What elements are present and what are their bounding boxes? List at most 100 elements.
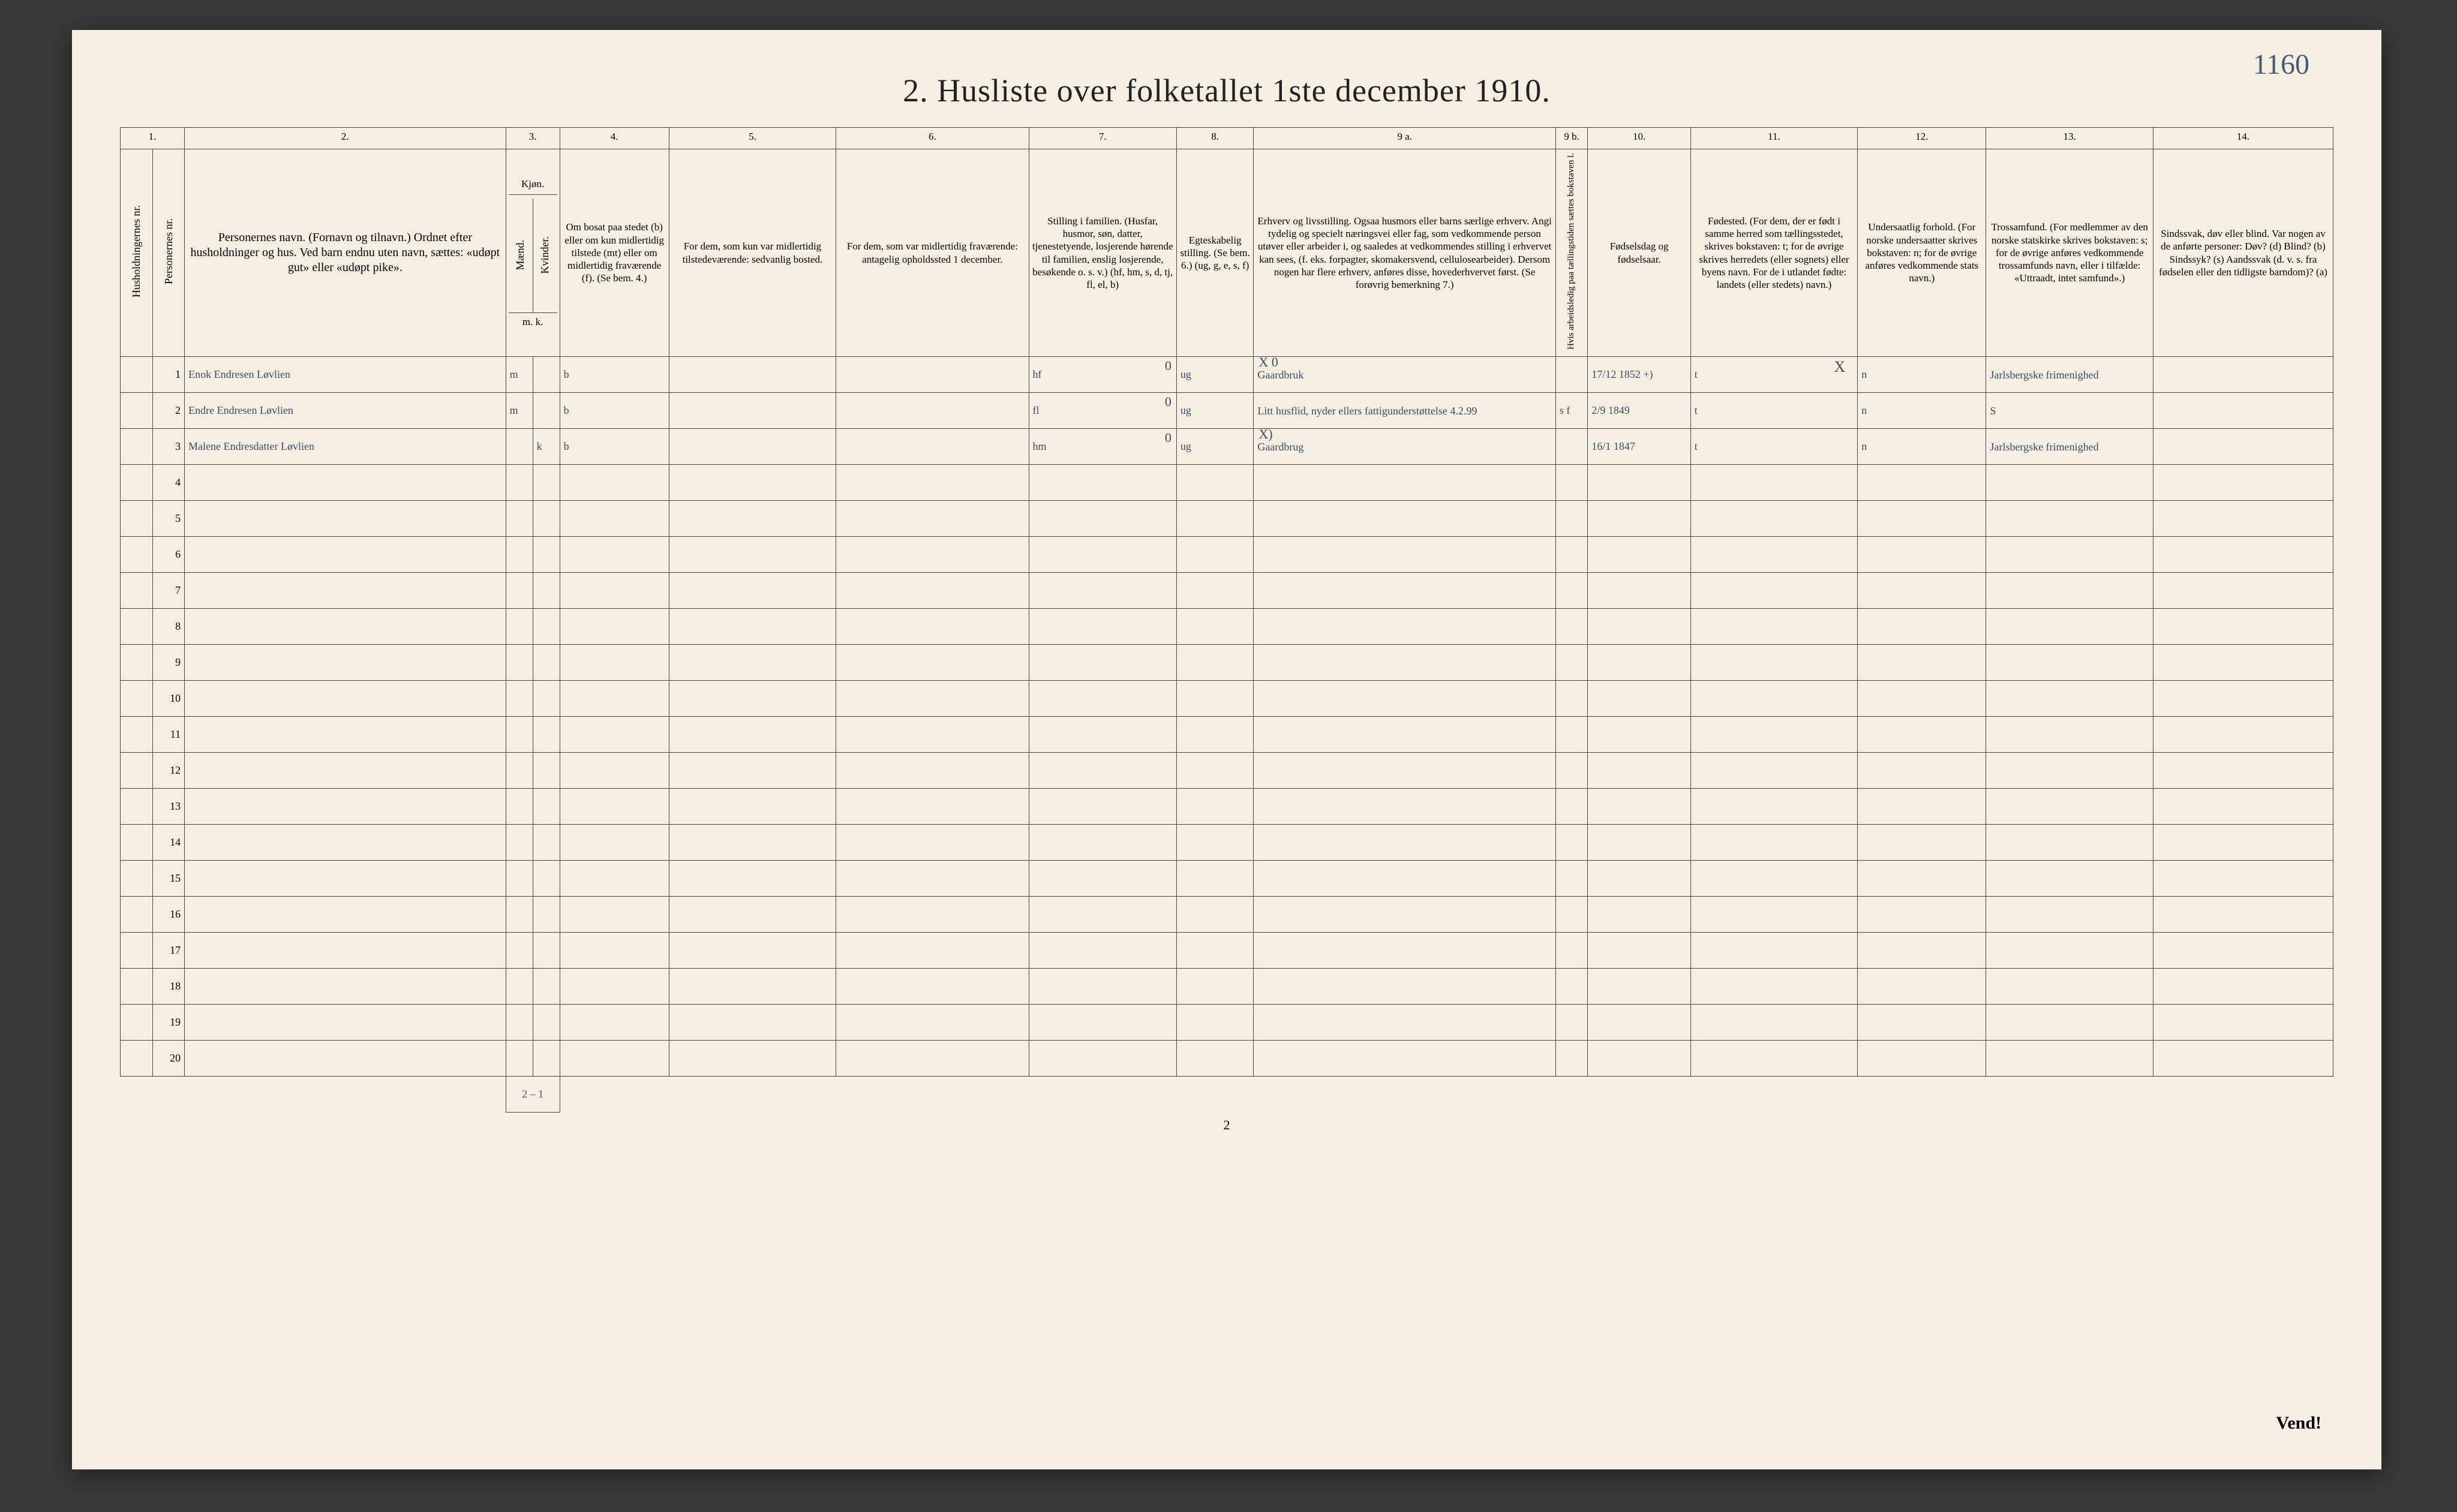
- cell-birthplace: t: [1690, 429, 1857, 465]
- cell-occupation: [1254, 537, 1555, 573]
- table-row: 20: [121, 1041, 2333, 1077]
- cell-name: Endre Endresen Løvlien: [185, 393, 506, 429]
- cell-name: [185, 645, 506, 681]
- cell-unemployed: [1555, 573, 1588, 609]
- cell-family-position: hf0: [1029, 357, 1176, 393]
- cell-family-position: [1029, 465, 1176, 501]
- cell-occupation: [1254, 969, 1555, 1005]
- cell-name: [185, 537, 506, 573]
- cell-person-nr: 3: [152, 429, 185, 465]
- cell-marital: [1176, 861, 1254, 897]
- col-num: 12.: [1858, 128, 1986, 149]
- cell-disability: [2153, 681, 2333, 717]
- column-header-row: Husholdningernes nr. Personernes nr. Per…: [121, 149, 2333, 357]
- cell-religion: [1986, 1041, 2153, 1077]
- cell-household-nr: [121, 897, 153, 933]
- cell-person-nr: 18: [152, 969, 185, 1005]
- cell-temp-absent: [836, 681, 1029, 717]
- cell-unemployed: [1555, 861, 1588, 897]
- cell-religion: [1986, 465, 2153, 501]
- cell-birthdate: [1588, 897, 1690, 933]
- cell-temp-present: [669, 789, 836, 825]
- cell-birthdate: [1588, 825, 1690, 861]
- cell-disability: [2153, 501, 2333, 537]
- cell-marital: [1176, 465, 1254, 501]
- cell-occupation: [1254, 465, 1555, 501]
- header-birthdate: Fødselsdag og fødselsaar.: [1588, 149, 1690, 357]
- col-num: 4.: [560, 128, 669, 149]
- table-row: 13: [121, 789, 2333, 825]
- cell-occupation: [1254, 717, 1555, 753]
- cell-sex-m: m: [506, 357, 533, 393]
- cell-name: [185, 969, 506, 1005]
- cell-citizenship: [1858, 789, 1986, 825]
- cell-birthplace: [1690, 969, 1857, 1005]
- cell-temp-present: [669, 933, 836, 969]
- cell-temp-present: [669, 825, 836, 861]
- cell-person-nr: 17: [152, 933, 185, 969]
- cell-person-nr: 6: [152, 537, 185, 573]
- cell-temp-absent: [836, 933, 1029, 969]
- cell-person-nr: 11: [152, 717, 185, 753]
- cell-temp-absent: [836, 573, 1029, 609]
- cell-birthplace: [1690, 573, 1857, 609]
- cell-disability: [2153, 717, 2333, 753]
- cell-religion: [1986, 717, 2153, 753]
- cell-occupation: [1254, 501, 1555, 537]
- table-row: 5: [121, 501, 2333, 537]
- cell-sex-k: [533, 753, 560, 789]
- table-header: 1. 2. 3. 4. 5. 6. 7. 8. 9 a. 9 b. 10. 11…: [121, 128, 2333, 357]
- cell-occupation: [1254, 1041, 1555, 1077]
- cell-family-position: [1029, 861, 1176, 897]
- header-name: Personernes navn. (Fornavn og tilnavn.) …: [185, 149, 506, 357]
- cell-sex-m: [506, 897, 533, 933]
- cell-family-position: hm0: [1029, 429, 1176, 465]
- cell-sex-m: [506, 1005, 533, 1041]
- cell-occupation: [1254, 897, 1555, 933]
- cell-temp-absent: [836, 897, 1029, 933]
- cell-family-position: [1029, 933, 1176, 969]
- cell-religion: S: [1986, 393, 2153, 429]
- cell-religion: [1986, 861, 2153, 897]
- cell-citizenship: n: [1858, 429, 1986, 465]
- cell-birthplace: [1690, 465, 1857, 501]
- cell-religion: [1986, 825, 2153, 861]
- cell-household-nr: [121, 393, 153, 429]
- cell-name: [185, 465, 506, 501]
- col-num: 7.: [1029, 128, 1176, 149]
- cell-disability: [2153, 609, 2333, 645]
- cell-temp-absent: [836, 393, 1029, 429]
- census-page: 1160 2. Husliste over folketallet 1ste d…: [72, 30, 2381, 1469]
- cell-citizenship: [1858, 1041, 1986, 1077]
- cell-disability: [2153, 357, 2333, 393]
- cell-sex-m: [506, 717, 533, 753]
- header-unemployed: Hvis arbeidsledig paa tællingstiden sætt…: [1555, 149, 1588, 357]
- cell-name: [185, 897, 506, 933]
- header-temp-present: For dem, som kun var midlertidig tilsted…: [669, 149, 836, 357]
- cell-marital: [1176, 897, 1254, 933]
- cell-name: [185, 825, 506, 861]
- cell-unemployed: [1555, 1041, 1588, 1077]
- header-household-nr: Husholdningernes nr.: [121, 149, 153, 357]
- header-religion: Trossamfund. (For medlemmer av den norsk…: [1986, 149, 2153, 357]
- cell-religion: [1986, 645, 2153, 681]
- cell-birthplace: tX: [1690, 357, 1857, 393]
- cell-disability: [2153, 897, 2333, 933]
- cell-sex-m: [506, 825, 533, 861]
- column-number-row: 1. 2. 3. 4. 5. 6. 7. 8. 9 a. 9 b. 10. 11…: [121, 128, 2333, 149]
- cell-name: [185, 501, 506, 537]
- cell-residence: [560, 753, 669, 789]
- cell-birthdate: [1588, 717, 1690, 753]
- cell-unemployed: [1555, 357, 1588, 393]
- cell-disability: [2153, 753, 2333, 789]
- cell-disability: [2153, 1041, 2333, 1077]
- cell-person-nr: 2: [152, 393, 185, 429]
- cell-sex-k: [533, 1005, 560, 1041]
- cell-residence: [560, 1041, 669, 1077]
- cell-disability: [2153, 789, 2333, 825]
- table-row: 11: [121, 717, 2333, 753]
- cell-residence: [560, 681, 669, 717]
- cell-sex-m: [506, 537, 533, 573]
- cell-sex-m: [506, 753, 533, 789]
- cell-sex-m: [506, 429, 533, 465]
